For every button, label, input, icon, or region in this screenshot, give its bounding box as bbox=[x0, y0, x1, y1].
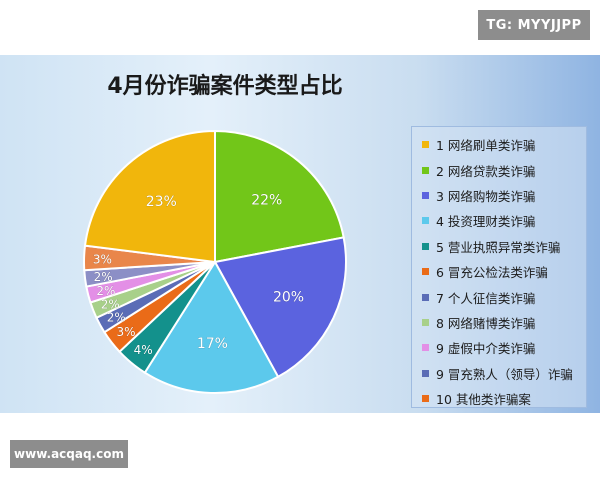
legend-swatch-4 bbox=[422, 217, 429, 225]
pie-label-2: 20% bbox=[273, 290, 304, 306]
chart-title: 4月份诈骗案件类型占比 bbox=[107, 74, 343, 99]
pie-label-3: 17% bbox=[197, 336, 228, 352]
pie-label-11: 23% bbox=[146, 194, 177, 210]
legend-item-7: 7 个人征信类诈骗 bbox=[422, 284, 586, 309]
legend-label-7: 7 个人征信类诈骗 bbox=[436, 290, 536, 306]
pie-label-4: 4% bbox=[134, 343, 153, 357]
legend-label-6: 6 冒充公检法类诈骗 bbox=[436, 265, 548, 281]
legend-label-8: 8 网络赌博类诈骗 bbox=[436, 315, 536, 331]
pie-label-10: 3% bbox=[93, 253, 112, 267]
legend-swatch-8 bbox=[422, 318, 429, 326]
pie-label-9: 2% bbox=[94, 270, 113, 284]
pie-slice-1 bbox=[214, 129, 345, 264]
pie-slice-11 bbox=[83, 129, 216, 264]
legend-swatch-10 bbox=[422, 369, 429, 377]
legend-swatch-7 bbox=[422, 293, 429, 301]
legend-swatch-3 bbox=[422, 191, 429, 199]
pie-slices bbox=[83, 129, 347, 395]
legend-item-9: 9 虚假中介类诈骗 bbox=[422, 335, 586, 360]
legend-swatch-1 bbox=[422, 141, 429, 149]
legend-label-1: 1 网络刷单类诈骗 bbox=[436, 138, 536, 154]
legend-item-6: 6 冒充公检法类诈骗 bbox=[422, 259, 586, 284]
legend-item-4: 4 投资理财类诈骗 bbox=[422, 208, 586, 233]
legend-label-4: 4 投资理财类诈骗 bbox=[436, 214, 536, 230]
pie-label-8: 2% bbox=[96, 284, 115, 298]
legend-swatch-6 bbox=[422, 268, 429, 276]
legend-swatch-5 bbox=[422, 242, 429, 250]
pie-label-5: 3% bbox=[116, 325, 135, 339]
legend-item-2: 2 网络贷款类诈骗 bbox=[422, 157, 586, 182]
legend-swatch-2 bbox=[422, 166, 429, 174]
legend-label-3: 3 网络购物类诈骗 bbox=[436, 188, 536, 204]
legend-label-2: 2 网络贷款类诈骗 bbox=[436, 163, 536, 179]
legend-item-5: 5 营业执照异常类诈骗 bbox=[422, 234, 586, 259]
pie-slice-3 bbox=[143, 260, 280, 395]
chart-legend: 1 网络刷单类诈骗 2 网络贷款类诈骗 3 网络购物类诈骗 4 投资理财类诈骗 5 营业… bbox=[411, 126, 587, 408]
pie-label-6: 2% bbox=[107, 310, 126, 324]
pie-label-1: 22% bbox=[251, 192, 282, 208]
legend-item-11: 10 其他类诈骗案 bbox=[422, 386, 586, 411]
legend-label-9: 9 虚假中介类诈骗 bbox=[436, 341, 536, 357]
watermark-bottom: www.acqaq.com bbox=[10, 440, 128, 468]
pie-slice-2 bbox=[213, 236, 347, 379]
watermark-top: TG: MYYJJPP bbox=[478, 10, 590, 40]
pie-labels: 22%20%17%4%3%2%2%2%2%3%23% bbox=[93, 192, 305, 357]
legend-label-11: 10 其他类诈骗案 bbox=[436, 392, 531, 408]
legend-label-10: 9 冒充熟人（领导）诈骗 bbox=[436, 366, 573, 382]
legend-item-3: 3 网络购物类诈骗 bbox=[422, 183, 586, 208]
legend-swatch-9 bbox=[422, 344, 429, 352]
pie-label-7: 2% bbox=[101, 298, 120, 312]
legend-item-10: 9 冒充熟人（领导）诈骗 bbox=[422, 361, 586, 386]
legend-item-8: 8 网络赌博类诈骗 bbox=[422, 310, 586, 335]
legend-item-1: 1 网络刷单类诈骗 bbox=[422, 132, 586, 157]
legend-swatch-11 bbox=[422, 395, 429, 403]
legend-label-5: 5 营业执照异常类诈骗 bbox=[436, 239, 561, 255]
